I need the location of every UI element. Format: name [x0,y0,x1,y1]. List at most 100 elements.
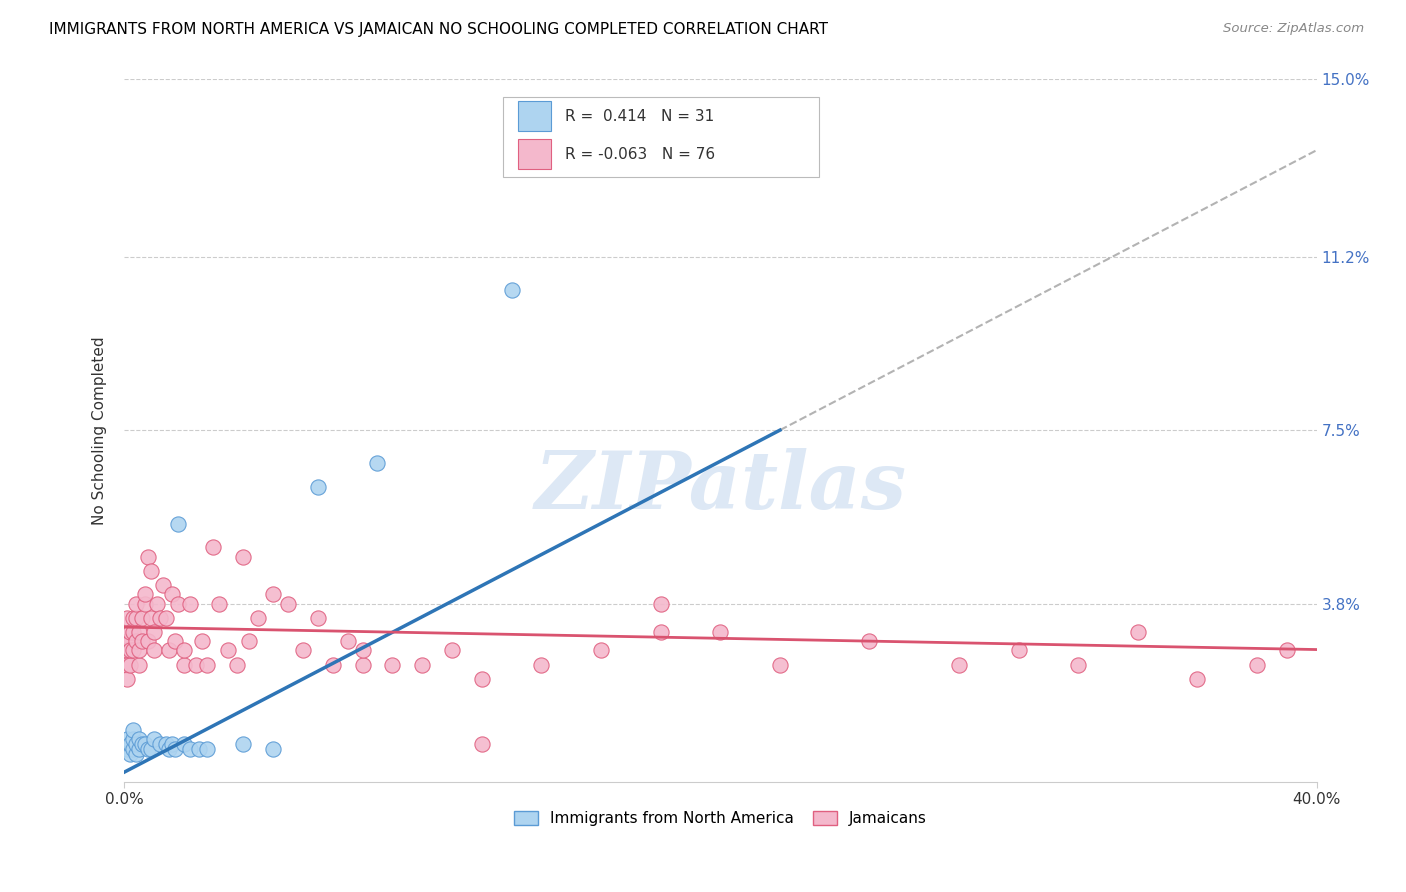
Point [115,657,138,672]
Point [190,634,212,648]
Point [1126,624,1149,639]
Point [440,643,463,657]
Point [115,672,138,686]
Point [166,597,188,611]
Point [157,643,180,657]
Point [163,742,186,756]
Point [134,597,156,611]
Text: Source: ZipAtlas.com: Source: ZipAtlas.com [1223,22,1364,36]
Point [1067,657,1090,672]
Point [226,657,249,672]
Point [650,624,672,639]
Point [122,742,145,756]
Point [238,634,260,648]
Point [128,657,150,672]
Point [139,742,162,756]
Point [381,657,404,672]
Point [208,597,231,611]
Point [160,587,183,601]
Text: R =  0.414   N = 31: R = 0.414 N = 31 [565,109,714,124]
Point [307,479,329,493]
Point [118,657,141,672]
Point [157,742,180,756]
Point [118,747,141,761]
Point [131,737,153,751]
Point [471,672,494,686]
FancyBboxPatch shape [503,96,820,178]
Point [187,742,209,756]
Point [948,657,970,672]
Point [217,643,239,657]
Point [131,610,153,624]
Point [142,643,165,657]
Point [115,742,138,756]
Point [530,657,553,672]
Point [142,732,165,747]
Point [152,578,174,592]
Point [352,657,374,672]
Point [136,634,159,648]
Point [149,610,172,624]
Point [125,737,148,751]
Point [173,657,195,672]
Point [122,643,145,657]
Point [163,634,186,648]
Point [122,624,145,639]
Point [146,597,169,611]
Point [139,610,162,624]
Point [179,597,201,611]
Point [650,597,672,611]
Point [128,732,150,747]
Point [118,624,141,639]
Point [149,737,172,751]
Point [118,643,141,657]
Point [471,737,494,751]
Point [118,634,141,648]
FancyBboxPatch shape [517,139,551,169]
Point [122,610,145,624]
Point [115,643,138,657]
Point [232,549,254,564]
Point [128,643,150,657]
Point [262,742,284,756]
Text: R = -0.063   N = 76: R = -0.063 N = 76 [565,146,716,161]
Point [1246,657,1268,672]
Point [352,643,374,657]
Point [858,634,880,648]
Point [166,516,188,531]
FancyBboxPatch shape [517,102,551,131]
Point [125,610,148,624]
Point [179,742,201,756]
Point [134,587,156,601]
Point [139,564,162,578]
Point [134,737,156,751]
Point [184,657,207,672]
Y-axis label: No Schooling Completed: No Schooling Completed [93,336,107,524]
Point [322,657,344,672]
Point [232,737,254,751]
Point [1187,672,1209,686]
Point [155,610,177,624]
Point [122,723,145,738]
Point [136,549,159,564]
Point [173,643,195,657]
Point [128,742,150,756]
Point [769,657,792,672]
Point [173,737,195,751]
Point [115,610,138,624]
Point [128,624,150,639]
Point [125,634,148,648]
Legend: Immigrants from North America, Jamaicans: Immigrants from North America, Jamaicans [506,804,935,834]
Point [125,747,148,761]
Point [247,610,270,624]
Point [115,732,138,747]
Point [160,737,183,751]
Point [131,634,153,648]
Point [411,657,433,672]
Point [118,737,141,751]
Point [125,597,148,611]
Point [262,587,284,601]
Point [197,742,219,756]
Point [1007,643,1029,657]
Point [366,456,388,470]
